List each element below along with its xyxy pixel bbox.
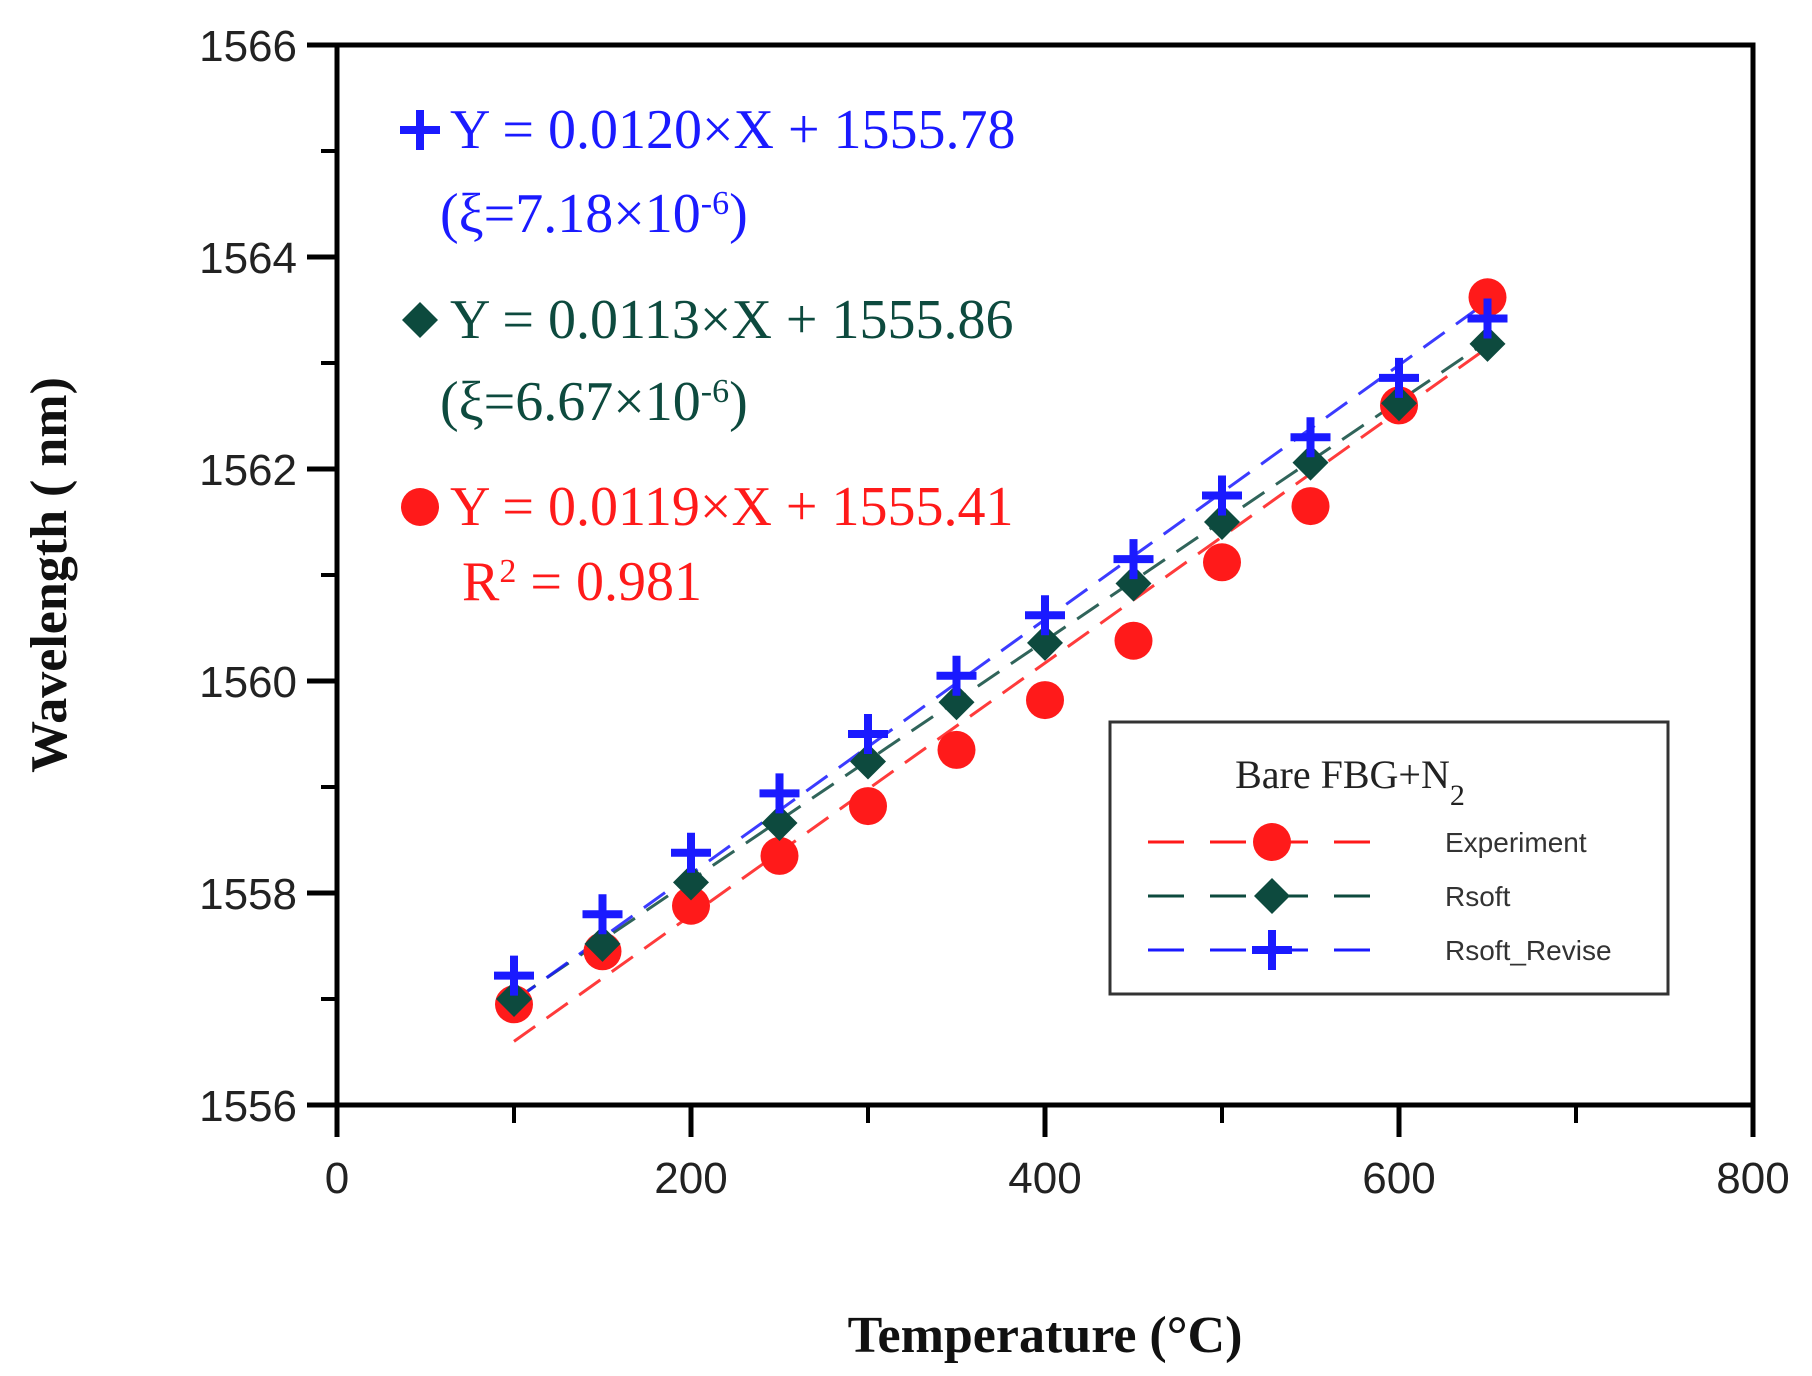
annotation-marker — [400, 110, 440, 150]
y-tick-label: 1560 — [199, 658, 297, 707]
data-point-experiment — [1026, 681, 1064, 720]
y-tick-label: 1566 — [199, 22, 297, 71]
data-point-rsoft — [1115, 565, 1152, 602]
data-point-rsoft — [1027, 624, 1063, 661]
data-point-rsoft_revise — [1202, 475, 1242, 516]
data-point-experiment — [937, 730, 976, 769]
data-point-rsoft — [496, 981, 532, 1017]
data-point-rsoft_revise — [759, 773, 800, 814]
x-axis-title: Temperature (°C) — [848, 1307, 1243, 1364]
legend-box — [1108, 720, 1670, 996]
x-tick-label: 200 — [654, 1154, 727, 1203]
data-point-experiment — [760, 836, 799, 875]
x-tick-label: 800 — [1716, 1154, 1789, 1203]
data-point-rsoft — [938, 684, 975, 721]
data-point-experiment — [1468, 278, 1507, 317]
data-point-rsoft — [1204, 504, 1240, 540]
legend-marker — [1253, 823, 1291, 861]
data-point-rsoft — [584, 925, 621, 962]
data-point-experiment — [1114, 621, 1153, 660]
annotation-equation: Y = 0.0120×X + 1555.78 — [450, 99, 1016, 161]
data-point-experiment — [849, 787, 887, 826]
data-point-rsoft — [761, 805, 798, 842]
annotation-equation: Y = 0.0113×X + 1555.86 — [450, 289, 1013, 351]
legend-label: Rsoft — [1445, 881, 1511, 912]
x-tick-label: 0 — [325, 1154, 349, 1203]
legend: Bare FBG+N2 Experiment Rsoft Rsoft_Revise — [1108, 720, 1670, 996]
y-tick-label: 1556 — [199, 1082, 297, 1131]
y-axis-title: Wavelength ( nm) — [21, 377, 78, 773]
data-point-rsoft_revise — [1379, 357, 1419, 398]
annotation-coefficient: R2 = 0.981 — [462, 551, 702, 613]
x-tick-label: 600 — [1362, 1154, 1435, 1203]
annotation-coefficient: (ξ=6.67×10-6) — [440, 371, 748, 433]
data-point-rsoft_revise — [582, 894, 623, 935]
fit-annotations: Y = 0.0120×X + 1555.78 (ξ=7.18×10-6) Y = 0… — [400, 99, 1016, 613]
legend-label: Rsoft_Revise — [1445, 935, 1612, 966]
x-tick-label: 400 — [1008, 1154, 1081, 1203]
legend-label: Experiment — [1445, 827, 1587, 858]
legend-title: Bare FBG+N2 — [1235, 752, 1465, 812]
legend-marker — [1254, 878, 1290, 914]
y-tick-label: 1562 — [199, 446, 297, 495]
data-point-rsoft_revise — [936, 655, 977, 696]
data-point-rsoft — [1292, 444, 1329, 481]
y-tick-label: 1558 — [199, 870, 297, 919]
axis-ticks — [307, 42, 1756, 1137]
data-point-rsoft_revise — [1025, 595, 1065, 636]
fit-line-rsoft — [513, 340, 1489, 1002]
data-point-rsoft_revise — [494, 955, 534, 996]
data-point-rsoft_revise — [1113, 539, 1154, 580]
data-point-rsoft_revise — [671, 832, 711, 873]
data-point-rsoft — [850, 743, 886, 780]
data-markers — [494, 278, 1508, 1024]
data-point-rsoft_revise — [848, 714, 888, 754]
data-point-rsoft — [1381, 385, 1417, 422]
data-point-experiment — [672, 886, 710, 925]
fit-lines — [513, 300, 1489, 1043]
tick-labels: 1556 1558 1560 1562 1564 1566 0 200 400 600 800 — [199, 22, 1790, 1203]
data-point-experiment — [1291, 487, 1330, 526]
annotation-equation: Y = 0.0119×X + 1555.41 — [450, 476, 1013, 538]
annotation-marker — [401, 488, 439, 526]
y-tick-label: 1564 — [199, 234, 297, 283]
legend-marker — [1252, 930, 1292, 970]
annotation-marker — [402, 302, 438, 338]
data-point-rsoft — [1469, 325, 1506, 362]
data-point-rsoft_revise — [1467, 298, 1508, 339]
data-point-experiment — [1203, 543, 1241, 582]
annotation-coefficient: (ξ=7.18×10-6) — [440, 183, 748, 245]
data-point-rsoft_revise — [1290, 417, 1331, 458]
data-point-rsoft — [673, 864, 709, 901]
